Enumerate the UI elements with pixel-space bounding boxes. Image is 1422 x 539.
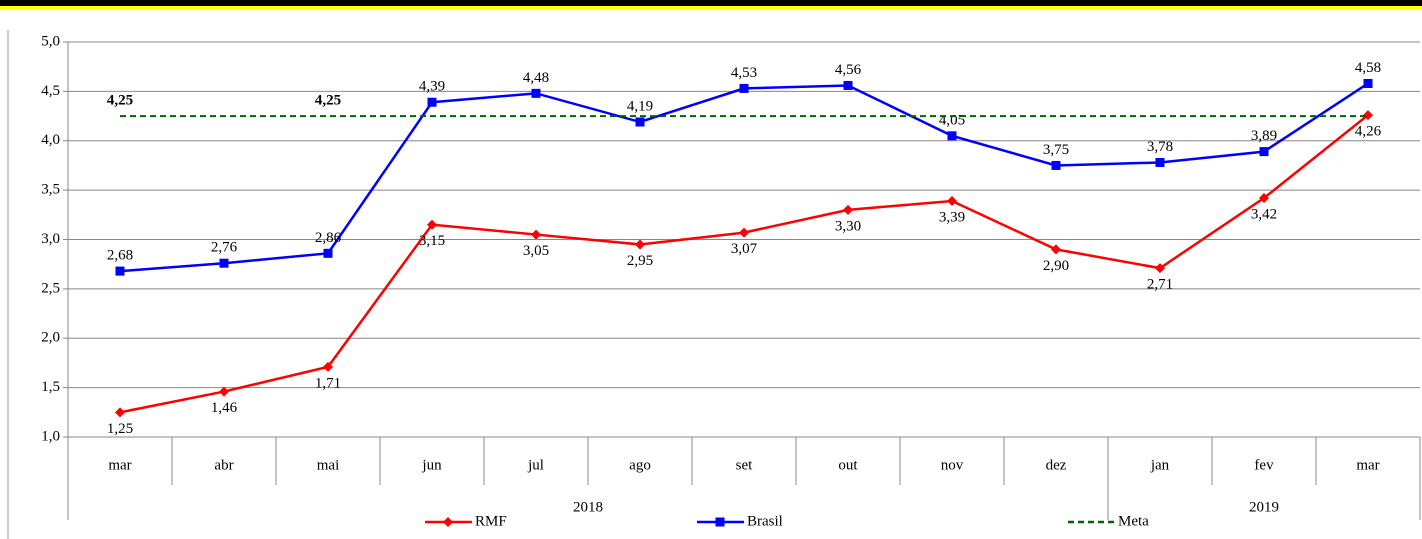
y-tick-label: 1,5 [41,379,60,395]
point [739,227,749,238]
data-label: 2,71 [1147,277,1173,293]
data-label: 2,76 [211,240,238,256]
point [531,229,541,240]
data-label: 4,19 [627,98,653,114]
point [1363,110,1373,121]
group-label: 2019 [1249,499,1279,515]
point [1259,193,1269,204]
legend-label: Brasil [747,513,783,529]
group-label: 2018 [573,499,603,515]
data-label: 3,89 [1251,128,1277,144]
data-label: 2,95 [627,253,653,269]
data-label: 4,05 [939,112,965,128]
point [715,517,725,527]
point [531,88,541,98]
data-label: 3,30 [835,218,861,234]
point [947,131,957,141]
x-tick-label: abr [214,457,233,473]
x-tick-label: nov [941,457,964,473]
x-tick-label: fev [1254,457,1274,473]
point [323,361,333,372]
x-tick-label: mar [1356,457,1379,473]
x-tick-label: jun [421,457,442,473]
point [1363,78,1373,88]
y-tick-label: 5,0 [41,33,60,49]
top-stripe [0,6,1422,9]
data-label: 4,39 [419,79,445,95]
point [1051,160,1061,170]
point [427,219,437,230]
y-tick-label: 3,5 [41,182,60,198]
data-label: 1,71 [315,375,341,391]
x-tick-label: set [736,457,753,473]
x-tick-label: mar [108,457,131,473]
point [843,204,853,215]
y-tick-label: 4,0 [41,132,60,148]
data-label: 2,68 [107,248,133,264]
point [635,117,645,127]
legend-label: Meta [1118,513,1149,529]
point [115,407,125,418]
legend-label: RMF [475,513,507,529]
data-label: 4,26 [1355,124,1382,140]
data-label: 4,25 [107,93,133,109]
data-label: 4,56 [835,62,862,78]
data-label: 3,75 [1043,142,1069,158]
y-tick-label: 2,0 [41,330,60,346]
data-label: 3,42 [1251,206,1277,222]
data-label: 3,15 [419,233,445,249]
point [115,266,125,276]
point [1155,263,1165,274]
data-label: 1,25 [107,421,133,437]
data-label: 3,05 [523,243,549,259]
x-tick-label: ago [629,457,651,473]
point [323,248,333,258]
data-label: 4,53 [731,65,757,81]
y-tick-label: 1,0 [41,428,60,444]
point [1051,244,1061,255]
top-bar [0,0,1422,6]
point [219,386,229,397]
x-tick-label: dez [1046,457,1067,473]
y-tick-label: 4,5 [41,83,60,99]
x-tick-label: mai [317,457,340,473]
data-label: 1,46 [211,400,238,416]
point [1259,147,1269,157]
point [843,80,853,90]
x-tick-label: jan [1150,457,1170,473]
data-label: 2,90 [1043,258,1069,274]
data-label: 3,78 [1147,139,1173,155]
point [219,258,229,268]
data-label: 4,58 [1355,60,1381,76]
x-tick-label: jul [527,457,544,473]
point [739,83,749,93]
point [443,517,453,527]
data-label: 2,86 [315,230,342,246]
data-label: 3,39 [939,209,965,225]
y-tick-label: 2,5 [41,280,60,296]
data-label: 3,07 [731,241,758,257]
point [635,239,645,250]
point [427,97,437,107]
y-tick-label: 3,0 [41,231,60,247]
point [1155,157,1165,167]
data-label: 4,48 [523,70,549,86]
x-tick-label: out [838,457,858,473]
point [947,195,957,206]
data-label: 4,25 [315,93,341,109]
